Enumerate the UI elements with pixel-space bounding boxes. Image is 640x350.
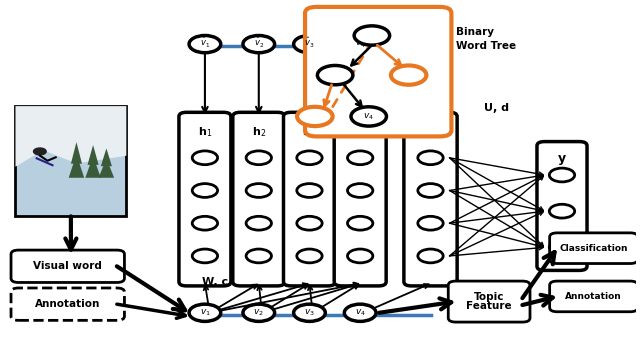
Circle shape — [297, 107, 333, 126]
Circle shape — [344, 35, 376, 53]
Text: $\mathbf{y}$: $\mathbf{y}$ — [557, 153, 567, 167]
Text: $\mathbf{h}_4$: $\mathbf{h}_4$ — [353, 125, 367, 139]
Text: Visual word: Visual word — [33, 261, 102, 271]
Polygon shape — [68, 154, 84, 178]
Circle shape — [351, 107, 387, 126]
Circle shape — [294, 304, 325, 321]
Circle shape — [348, 216, 373, 230]
FancyBboxPatch shape — [11, 250, 124, 282]
Text: Feature: Feature — [467, 301, 512, 311]
FancyBboxPatch shape — [233, 112, 285, 286]
Text: U, d: U, d — [484, 103, 509, 113]
Polygon shape — [99, 159, 114, 178]
Circle shape — [418, 249, 443, 263]
Circle shape — [246, 151, 271, 164]
Circle shape — [246, 184, 271, 197]
Circle shape — [192, 184, 218, 197]
Circle shape — [297, 216, 322, 230]
Circle shape — [189, 35, 221, 53]
Circle shape — [297, 184, 322, 197]
Text: $\hat{v}$$_4$: $\hat{v}$$_4$ — [355, 36, 365, 50]
FancyBboxPatch shape — [550, 233, 637, 264]
Circle shape — [354, 26, 390, 45]
Polygon shape — [101, 148, 112, 166]
Circle shape — [317, 65, 353, 85]
Circle shape — [348, 249, 373, 263]
Text: $\mathbf{h}_1$: $\mathbf{h}_1$ — [198, 125, 212, 139]
Circle shape — [192, 151, 218, 164]
Text: Topic: Topic — [474, 292, 504, 302]
FancyBboxPatch shape — [404, 112, 457, 286]
Circle shape — [418, 184, 443, 197]
Text: Word Tree: Word Tree — [456, 41, 516, 51]
Circle shape — [344, 304, 376, 321]
FancyBboxPatch shape — [537, 142, 587, 271]
FancyBboxPatch shape — [334, 112, 386, 286]
Circle shape — [297, 151, 322, 164]
FancyBboxPatch shape — [448, 281, 530, 322]
Circle shape — [549, 204, 575, 218]
FancyBboxPatch shape — [11, 288, 124, 320]
Circle shape — [243, 304, 275, 321]
Text: Annotation: Annotation — [565, 292, 622, 301]
Circle shape — [348, 184, 373, 197]
Circle shape — [418, 216, 443, 230]
Circle shape — [246, 216, 271, 230]
Text: $v_4$: $v_4$ — [355, 308, 365, 318]
Text: W, c: W, c — [202, 277, 228, 287]
Circle shape — [549, 240, 575, 254]
Text: $\mathbf{h}_3$: $\mathbf{h}_3$ — [302, 125, 317, 139]
Polygon shape — [88, 145, 99, 165]
Polygon shape — [15, 106, 126, 167]
Circle shape — [294, 35, 325, 53]
FancyBboxPatch shape — [284, 112, 335, 286]
Text: $\mathbf{h}_y$: $\mathbf{h}_y$ — [423, 124, 438, 140]
Text: $\mathbf{h}_2$: $\mathbf{h}_2$ — [252, 125, 266, 139]
Circle shape — [192, 216, 218, 230]
Circle shape — [189, 304, 221, 321]
Text: $v_1$: $v_1$ — [200, 308, 211, 318]
Circle shape — [418, 151, 443, 164]
Text: Annotation: Annotation — [35, 299, 100, 309]
Circle shape — [33, 148, 46, 155]
Text: Binary: Binary — [456, 27, 494, 37]
Polygon shape — [85, 156, 101, 178]
Circle shape — [348, 151, 373, 164]
Text: Classification: Classification — [559, 244, 628, 253]
Bar — [15, 106, 126, 216]
FancyBboxPatch shape — [179, 112, 231, 286]
FancyBboxPatch shape — [305, 7, 451, 136]
Circle shape — [243, 35, 275, 53]
Circle shape — [391, 65, 426, 85]
Text: $v_2$: $v_2$ — [253, 308, 264, 318]
Text: $\hat{v}$$_2$: $\hat{v}$$_2$ — [253, 36, 264, 50]
FancyBboxPatch shape — [550, 281, 637, 312]
Text: $\hat{v}$$_1$: $\hat{v}$$_1$ — [200, 36, 210, 50]
Circle shape — [297, 249, 322, 263]
Circle shape — [246, 249, 271, 263]
Text: $\hat{v}$$_3$: $\hat{v}$$_3$ — [304, 36, 315, 50]
Text: $v_4$: $v_4$ — [364, 111, 374, 122]
Polygon shape — [71, 142, 82, 164]
Circle shape — [549, 168, 575, 182]
Circle shape — [192, 249, 218, 263]
Text: $v_3$: $v_3$ — [304, 308, 315, 318]
